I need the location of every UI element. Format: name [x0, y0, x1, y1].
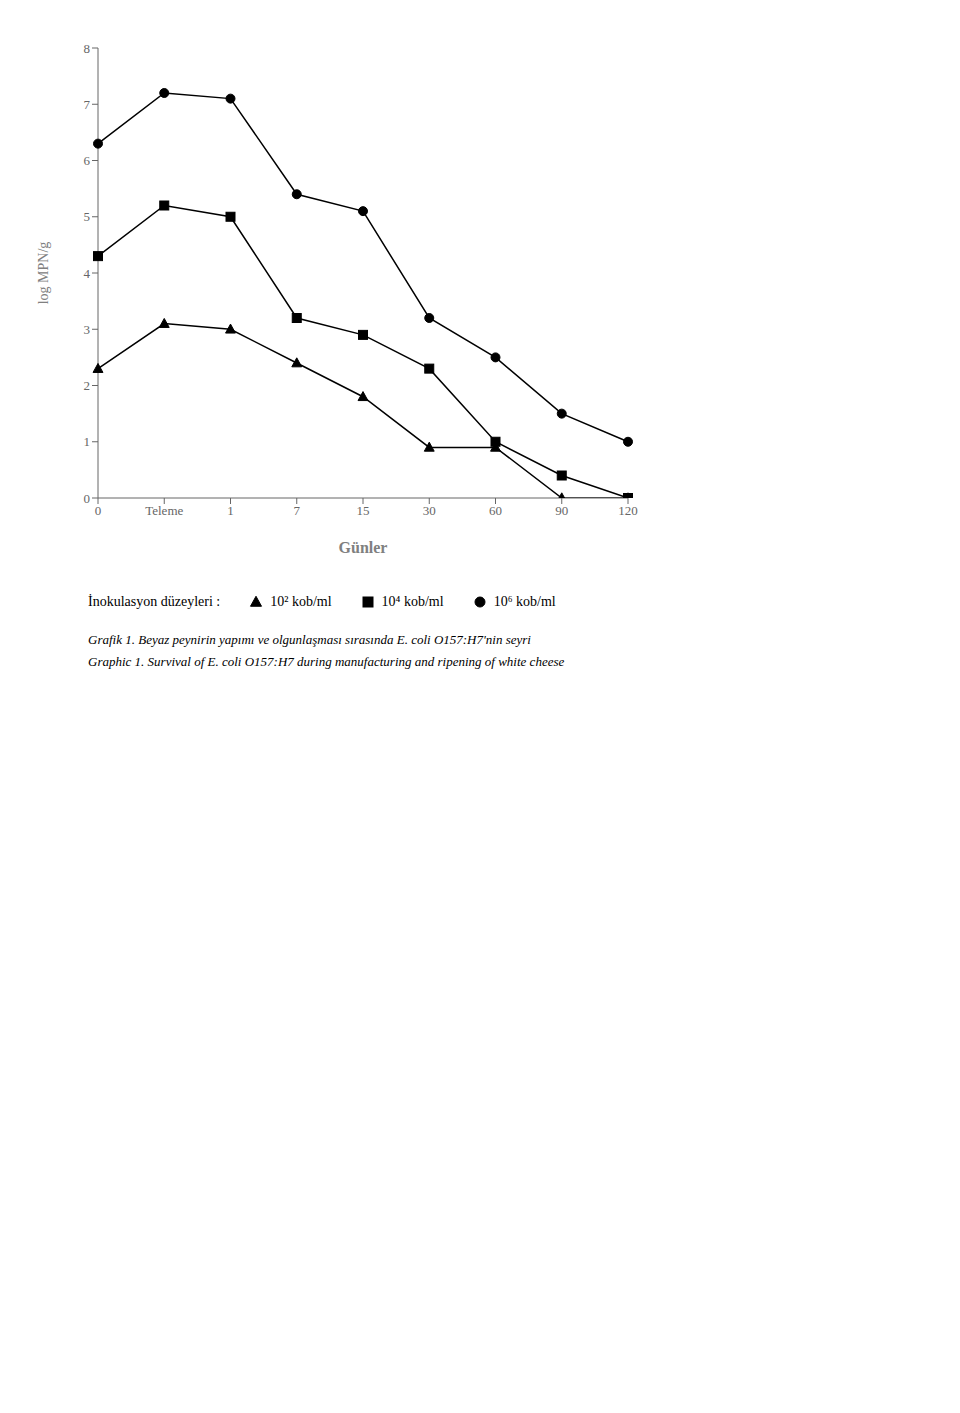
svg-text:1: 1 — [84, 434, 91, 449]
svg-text:log MPN/g: log MPN/g — [36, 242, 51, 305]
svg-text:3: 3 — [84, 322, 91, 337]
svg-text:8: 8 — [84, 41, 91, 56]
html-text:10⁶ kob/ml: 10⁶ kob/ml — [493, 594, 556, 609]
svg-text:90: 90 — [555, 503, 568, 518]
svg-text:Teleme: Teleme — [145, 503, 183, 518]
html-text:Grafik 1. Beyaz peynirin yapım: Grafik 1. Beyaz peynirin yapımı ve olgun… — [88, 632, 531, 647]
svg-text:0: 0 — [95, 503, 102, 518]
html-text:Graphic 1. Survival of E. coli: Graphic 1. Survival of E. coli O157:H7 d… — [88, 654, 565, 669]
html-text:İnokulasyon düzeyleri :: İnokulasyon düzeyleri : — [88, 594, 221, 609]
svg-text:30: 30 — [423, 503, 436, 518]
svg-text:0: 0 — [84, 491, 91, 506]
svg-text:15: 15 — [357, 503, 370, 518]
svg-text:7: 7 — [294, 503, 301, 518]
html-text:10⁴ kob/ml: 10⁴ kob/ml — [381, 594, 444, 609]
svg-text:60: 60 — [489, 503, 502, 518]
svg-text:120: 120 — [618, 503, 638, 518]
svg-text:6: 6 — [84, 153, 91, 168]
svg-text:1: 1 — [227, 503, 234, 518]
svg-text:7: 7 — [84, 97, 91, 112]
svg-text:Günler: Günler — [339, 539, 388, 556]
html-text:10² kob/ml: 10² kob/ml — [270, 594, 332, 609]
svg-text:4: 4 — [84, 266, 91, 281]
svg-text:5: 5 — [84, 209, 91, 224]
svg-text:2: 2 — [84, 378, 91, 393]
